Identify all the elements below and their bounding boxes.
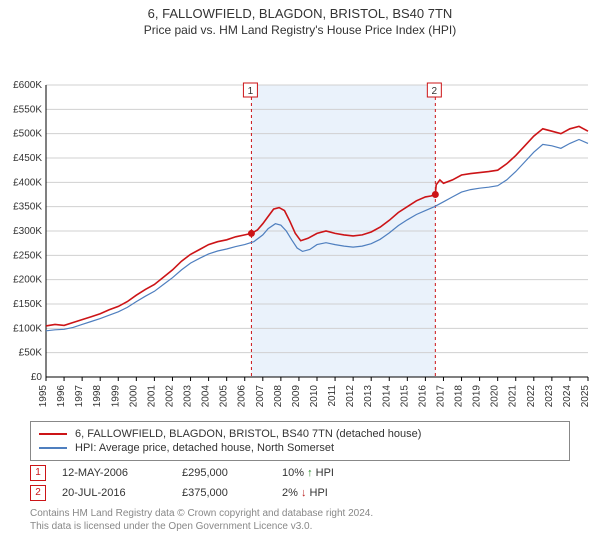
svg-text:£0: £0 xyxy=(31,372,43,383)
sale-delta: 10% ↑ HPI xyxy=(282,467,372,479)
svg-text:2006: 2006 xyxy=(237,385,248,408)
svg-text:2015: 2015 xyxy=(399,385,410,408)
sale-row: 1 12-MAY-2006£295,00010% ↑ HPI xyxy=(30,465,570,481)
svg-text:1996: 1996 xyxy=(56,385,67,408)
svg-text:£600K: £600K xyxy=(13,80,42,91)
legend-row: HPI: Average price, detached house, Nort… xyxy=(39,442,561,454)
svg-text:£400K: £400K xyxy=(13,177,42,188)
svg-text:2019: 2019 xyxy=(472,385,483,408)
sale-price: £295,000 xyxy=(182,467,282,479)
svg-text:2020: 2020 xyxy=(490,385,501,408)
svg-text:2017: 2017 xyxy=(435,385,446,408)
chart-subtitle: Price paid vs. HM Land Registry's House … xyxy=(0,23,600,37)
svg-text:1: 1 xyxy=(248,86,254,97)
sale-marker: 2 xyxy=(30,485,46,501)
svg-text:1999: 1999 xyxy=(110,385,121,408)
svg-text:2025: 2025 xyxy=(580,385,591,408)
svg-text:£350K: £350K xyxy=(13,202,42,213)
sale-marker: 1 xyxy=(30,465,46,481)
svg-text:2000: 2000 xyxy=(128,385,139,408)
svg-text:2012: 2012 xyxy=(345,385,356,408)
legend-label: 6, FALLOWFIELD, BLAGDON, BRISTOL, BS40 7… xyxy=(75,428,421,440)
legend-label: HPI: Average price, detached house, Nort… xyxy=(75,442,334,454)
svg-text:£150K: £150K xyxy=(13,299,42,310)
svg-text:2004: 2004 xyxy=(201,385,212,408)
footer-line: This data is licensed under the Open Gov… xyxy=(30,520,570,533)
svg-text:2010: 2010 xyxy=(309,385,320,408)
svg-text:2002: 2002 xyxy=(164,385,175,408)
legend-swatch xyxy=(39,433,67,435)
svg-text:2021: 2021 xyxy=(508,385,519,408)
svg-text:2001: 2001 xyxy=(146,385,157,408)
svg-text:2008: 2008 xyxy=(273,385,284,408)
legend-row: 6, FALLOWFIELD, BLAGDON, BRISTOL, BS40 7… xyxy=(39,428,561,440)
svg-text:1995: 1995 xyxy=(38,385,49,408)
sale-price: £375,000 xyxy=(182,487,282,499)
chart-title: 6, FALLOWFIELD, BLAGDON, BRISTOL, BS40 7… xyxy=(0,6,600,21)
svg-text:£500K: £500K xyxy=(13,129,42,140)
svg-text:2007: 2007 xyxy=(255,385,266,408)
svg-text:1997: 1997 xyxy=(74,385,85,408)
legend: 6, FALLOWFIELD, BLAGDON, BRISTOL, BS40 7… xyxy=(30,421,570,461)
svg-text:£200K: £200K xyxy=(13,275,42,286)
svg-text:2024: 2024 xyxy=(562,385,573,408)
footer-line: Contains HM Land Registry data © Crown c… xyxy=(30,507,570,520)
svg-text:£50K: £50K xyxy=(19,348,43,359)
svg-text:£100K: £100K xyxy=(13,323,42,334)
price-chart: £0 £50K £100K £150K £200K £250K £300K £350K £400… xyxy=(0,37,600,417)
footer-attribution: Contains HM Land Registry data © Crown c… xyxy=(30,507,570,533)
svg-text:2005: 2005 xyxy=(219,385,230,408)
svg-text:1998: 1998 xyxy=(92,385,103,408)
svg-text:2018: 2018 xyxy=(454,385,465,408)
svg-text:2: 2 xyxy=(432,86,438,97)
sales-table: 1 12-MAY-2006£295,00010% ↑ HPI 2 20-JUL-201… xyxy=(30,465,570,501)
sale-row: 2 20-JUL-2016£375,0002% ↓ HPI xyxy=(30,485,570,501)
sale-date: 20-JUL-2016 xyxy=(62,487,182,499)
svg-text:£450K: £450K xyxy=(13,153,42,164)
svg-text:2023: 2023 xyxy=(544,385,555,408)
svg-text:£550K: £550K xyxy=(13,104,42,115)
sale-date: 12-MAY-2006 xyxy=(62,467,182,479)
svg-text:2022: 2022 xyxy=(526,385,537,408)
svg-text:2009: 2009 xyxy=(291,385,302,408)
svg-text:£250K: £250K xyxy=(13,250,42,261)
sale-delta: 2% ↓ HPI xyxy=(282,487,372,499)
svg-text:£300K: £300K xyxy=(13,226,42,237)
svg-text:2011: 2011 xyxy=(327,385,338,407)
svg-text:2003: 2003 xyxy=(183,385,194,408)
svg-text:2014: 2014 xyxy=(381,385,392,408)
legend-swatch xyxy=(39,447,67,449)
svg-text:2016: 2016 xyxy=(417,385,428,408)
svg-text:2013: 2013 xyxy=(363,385,374,408)
